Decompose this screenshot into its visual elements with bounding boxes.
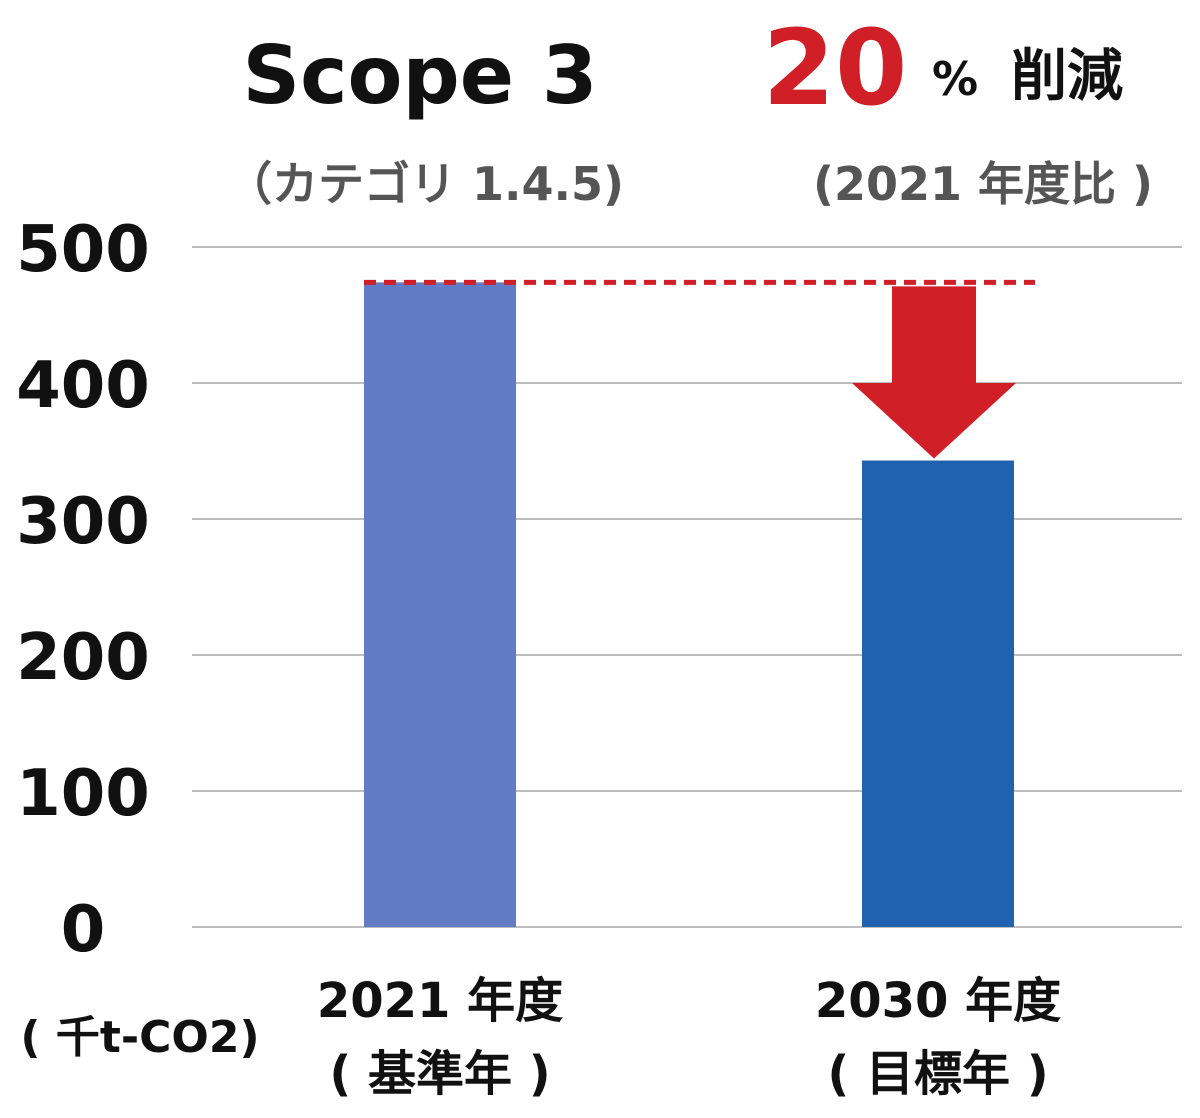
chart-subtitle: （カテゴリ 1.4.5) — [226, 157, 624, 211]
y-axis: 0 100 200 300 400 500 — [16, 213, 150, 967]
x-tick-sublabel: ( 目標年 ) — [827, 1046, 1048, 1102]
reduction-note: (2021 年度比 ) — [813, 157, 1153, 211]
down-arrow — [852, 286, 1016, 459]
x-tick-sublabel: ( 基準年 ) — [329, 1046, 550, 1102]
x-tick-label: 2021 年度 — [317, 973, 563, 1029]
x-tick-label: 2030 年度 — [815, 973, 1061, 1029]
bars — [364, 282, 1014, 927]
y-tick-label: 0 — [61, 893, 106, 967]
y-axis-unit-label: ( 千t-CO2) — [20, 1012, 259, 1063]
y-tick-label: 200 — [16, 621, 150, 695]
y-tick-label: 300 — [16, 485, 150, 559]
bar-1 — [364, 282, 516, 927]
reduction-unit: % — [932, 52, 978, 106]
reduction-text: 削減 — [1011, 44, 1123, 109]
gridlines — [192, 246, 1182, 928]
bar-2 — [862, 460, 1014, 927]
y-tick-label: 100 — [16, 757, 150, 831]
y-tick-label: 400 — [16, 349, 150, 423]
y-tick-label: 500 — [16, 213, 150, 287]
x-axis: 2021 年度 ( 基準年 ) 2030 年度 ( 目標年 ) — [317, 973, 1061, 1102]
chart-title: Scope 3 — [242, 29, 597, 122]
reduction-annotation — [364, 279, 1035, 459]
reduction-value: 20 — [763, 7, 908, 129]
